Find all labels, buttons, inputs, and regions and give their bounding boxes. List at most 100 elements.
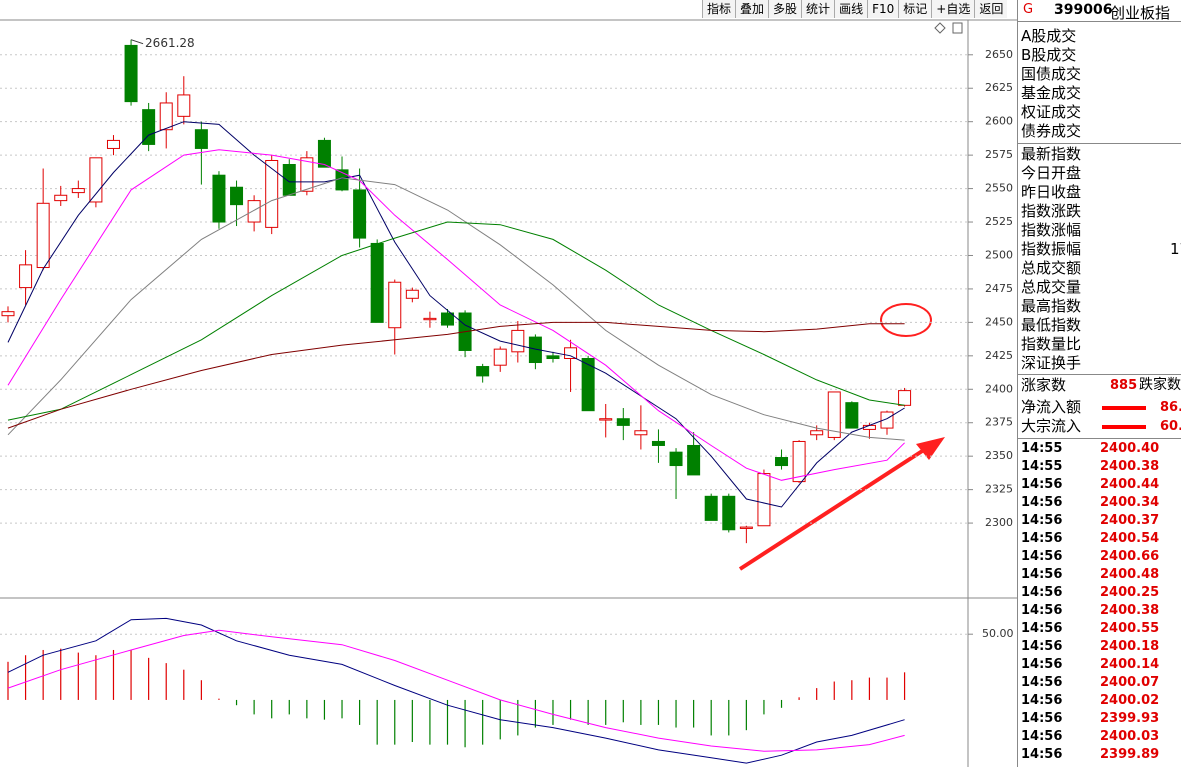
tick-time: 14:56	[1021, 621, 1063, 636]
candle-body	[564, 347, 578, 360]
toolbar-button[interactable]: 统计	[801, 0, 835, 18]
tick-price: 2400.18	[1100, 639, 1160, 654]
toolbar-button[interactable]: 叠加	[735, 0, 769, 18]
breadth-label: 跌家数	[1139, 377, 1181, 393]
tick-price: 2400.66	[1100, 549, 1160, 564]
ma-line	[7, 177, 905, 441]
flow-bar	[1102, 406, 1146, 410]
toolbar-button[interactable]: 多股	[768, 0, 802, 18]
candle-body	[792, 440, 806, 483]
candle-body	[880, 411, 894, 429]
tick-price: 2400.07	[1100, 675, 1160, 690]
tick-time: 14:56	[1021, 729, 1063, 744]
tick-time: 14:56	[1021, 567, 1063, 582]
tick-price: 2400.25	[1100, 585, 1160, 600]
field-label: 指数量比	[1021, 335, 1082, 353]
chart: 2300 2325 2350 2375 2400 2425 2450 2475 2500 2525…	[0, 19, 1017, 767]
ma-line	[7, 221, 905, 421]
toolbar: 指标 叠加 多股 统计 画线 F10 标记 +自选 返回	[702, 0, 1008, 19]
toolbar-button[interactable]: 画线	[834, 0, 868, 18]
tick-price: 2400.14	[1100, 657, 1160, 672]
toolbar-button[interactable]: 标记	[898, 0, 932, 18]
tick-time: 14:55	[1021, 441, 1063, 456]
ma-line	[7, 149, 905, 481]
tick-price: 2400.40	[1100, 441, 1160, 456]
candle-body	[54, 194, 68, 202]
candle-body	[827, 391, 841, 438]
field-label: 指数涨幅	[1021, 221, 1082, 239]
candle-body	[651, 440, 665, 446]
candle-body	[124, 44, 138, 103]
y-tick-label: 2300	[985, 516, 1013, 529]
field-label: 基金成交	[1021, 84, 1082, 102]
field-value: 17	[1170, 240, 1181, 258]
toolbar-button[interactable]: +自选	[931, 0, 975, 18]
tick-price: 2400.38	[1100, 459, 1160, 474]
tick-time: 14:56	[1021, 603, 1063, 618]
tick-time: 14:56	[1021, 693, 1063, 708]
icon	[934, 22, 946, 34]
candle-body	[247, 200, 261, 223]
field-label: 昨日收盘	[1021, 183, 1082, 201]
separator	[1018, 438, 1181, 439]
y-tick-label: 2550	[985, 182, 1013, 195]
candle-body	[1, 311, 15, 317]
tick-time: 14:56	[1021, 585, 1063, 600]
toolbar-button[interactable]: F10	[867, 0, 899, 18]
candle-body	[159, 102, 173, 131]
field-label: 今日开盘	[1021, 164, 1082, 182]
toolbar-button[interactable]: 指标	[702, 0, 736, 18]
tick-time: 14:56	[1021, 495, 1063, 510]
y-tick-label: 2375	[985, 416, 1013, 429]
candle-body	[194, 129, 208, 149]
candle-body	[423, 317, 437, 321]
arrow-annotation	[738, 444, 932, 571]
tick-time: 14:56	[1021, 513, 1063, 528]
field-label: 权证成交	[1021, 103, 1082, 121]
tick-time: 14:56	[1021, 747, 1063, 762]
field-label: B股成交	[1021, 46, 1077, 64]
leader	[130, 39, 144, 45]
candle-body	[616, 418, 630, 426]
y-tick-label: 2650	[985, 48, 1013, 61]
candle-body	[230, 186, 244, 206]
macd-line	[7, 617, 905, 764]
candle-body	[106, 139, 120, 149]
y-tick-label: 2500	[985, 248, 1013, 261]
candle-body	[405, 289, 419, 299]
flag: G	[1023, 2, 1034, 17]
arrow-head	[916, 437, 945, 460]
tick-price: 2400.54	[1100, 531, 1160, 546]
tick-price: 2400.37	[1100, 513, 1160, 528]
candle-body	[71, 188, 85, 194]
candle-body	[300, 157, 314, 192]
candle-body	[810, 430, 824, 436]
candle-body	[493, 348, 507, 366]
tick-price: 2399.89	[1100, 747, 1160, 762]
y-tick-label: 50.00	[982, 627, 1014, 640]
tick-price: 2400.38	[1100, 603, 1160, 618]
y-tick-label: 2325	[985, 483, 1013, 496]
candle-body	[669, 451, 683, 467]
candle-body	[599, 418, 613, 421]
candle-body	[757, 473, 771, 527]
toolbar-button[interactable]: 返回	[974, 0, 1008, 18]
candle-body	[634, 430, 648, 436]
field-label: A股成交	[1021, 27, 1077, 45]
ma-line	[7, 321, 905, 429]
separator	[1018, 374, 1181, 375]
candle-body	[845, 402, 859, 429]
field-label: 最新指数	[1021, 145, 1082, 163]
field-label: 国债成交	[1021, 65, 1082, 83]
field-label: 指数涨跌	[1021, 202, 1082, 220]
candle-body	[898, 390, 912, 406]
field-label: 最低指数	[1021, 316, 1082, 334]
flow-bar	[1102, 425, 1146, 429]
candle-body	[441, 312, 454, 326]
tick-price: 2400.48	[1100, 567, 1160, 582]
candle-body	[19, 264, 33, 289]
flow-label: 大宗流入	[1021, 417, 1082, 435]
tick-price: 2399.93	[1100, 711, 1160, 726]
candle-body	[265, 159, 279, 228]
